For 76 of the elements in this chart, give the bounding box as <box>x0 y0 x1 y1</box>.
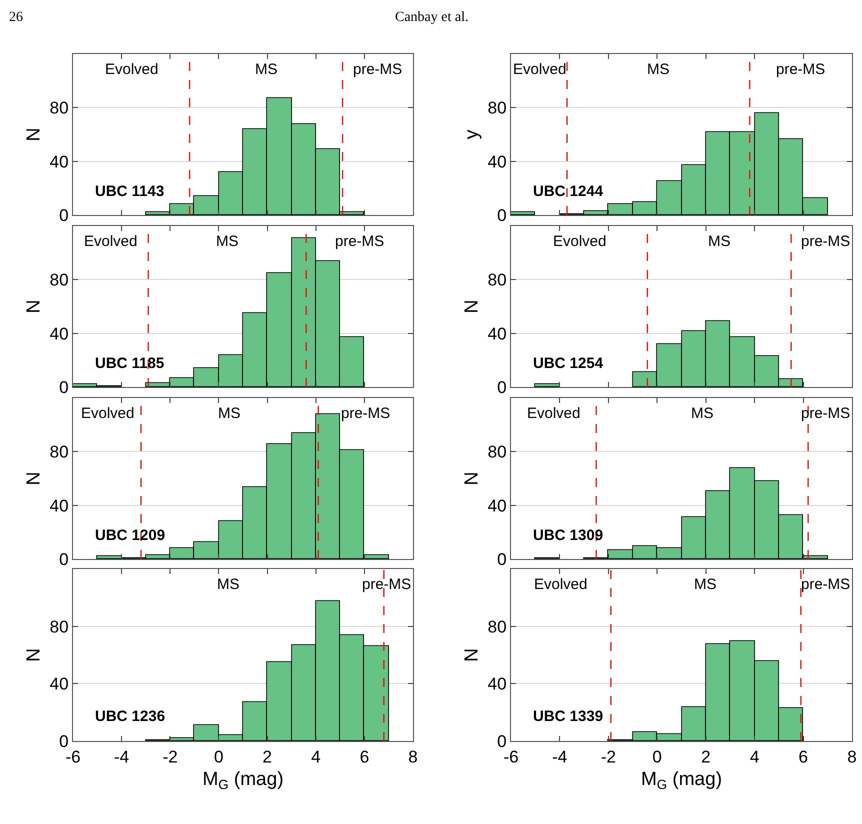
x-tick-label: -4 <box>552 747 568 766</box>
y-tick-label: 40 <box>488 152 507 172</box>
annotation: Evolved <box>527 405 580 422</box>
x-tick-label: 4 <box>750 747 760 766</box>
x-tick-label: 0 <box>652 747 662 766</box>
y-tick-label: 80 <box>50 270 69 290</box>
x-tick-label: 6 <box>360 747 370 766</box>
y-tick-label: 80 <box>488 270 507 290</box>
y-tick-label: 80 <box>488 98 507 118</box>
x-tick-label: 6 <box>798 747 808 766</box>
annotation: pre-MS <box>801 576 850 593</box>
annotation: pre-MS <box>335 233 384 250</box>
y-tick-label: 80 <box>50 617 69 636</box>
x-tick-label: -4 <box>114 747 130 766</box>
y-tick-label: 40 <box>488 674 507 694</box>
y-tick-label: 40 <box>50 496 69 516</box>
annotation: Evolved <box>105 61 158 78</box>
y-tick-label: 0 <box>497 206 507 225</box>
y-tick-label: 40 <box>50 674 69 694</box>
y-tick-label: 0 <box>497 378 507 397</box>
y-tick-label: 0 <box>59 550 69 569</box>
annotation: MS <box>216 233 238 250</box>
y-tick-label: 80 <box>488 442 507 462</box>
y-tick-label: 40 <box>488 324 507 344</box>
annotation: pre-MS <box>801 405 850 422</box>
y-axis-title: N <box>24 648 45 662</box>
text: 26 <box>9 10 23 25</box>
y-axis-title: N <box>462 648 483 662</box>
text: UBC 1339 <box>533 708 604 725</box>
annotation: Evolved <box>553 233 606 250</box>
annotation: MS <box>647 61 670 78</box>
annotation: pre-MS <box>353 61 402 78</box>
annotation: pre-MS <box>801 233 850 250</box>
y-tick-label: 80 <box>50 98 69 118</box>
text: UBC 1236 <box>95 708 166 725</box>
y-tick-label: 40 <box>50 152 69 172</box>
annotation: MS <box>218 405 240 422</box>
y-axis-title: N <box>462 472 483 486</box>
x-tick-label: 8 <box>408 747 418 766</box>
y-axis-title: N <box>462 300 483 314</box>
text: UBC 1143 <box>95 183 164 200</box>
x-tick-label: 2 <box>701 747 711 766</box>
y-tick-label: 0 <box>59 378 69 397</box>
y-tick-label: 80 <box>488 617 507 636</box>
annotation: MS <box>691 405 714 422</box>
y-axis-title: N <box>24 300 45 314</box>
annotation: Evolved <box>534 576 588 593</box>
x-axis-title: M$_{G}$ (mag) <box>640 769 722 792</box>
y-axis-title: N <box>24 128 45 142</box>
x-tick-label: 0 <box>214 747 224 766</box>
text: Canbay et al. <box>395 10 468 25</box>
x-tick-label: 4 <box>311 747 321 766</box>
y-axis-title: N <box>24 472 45 486</box>
x-tick-label: 2 <box>262 747 272 766</box>
y-tick-label: 40 <box>50 324 69 344</box>
annotation: MS <box>255 61 278 78</box>
x-tick-label: -2 <box>600 747 616 766</box>
annotation: Evolved <box>81 405 134 422</box>
x-tick-label: -2 <box>162 747 178 766</box>
x-axis-title: M$_{G}$ (mag) <box>202 769 284 792</box>
annotation: Evolved <box>513 61 566 78</box>
text: UBC 1254 <box>533 355 604 372</box>
y-tick-label: 40 <box>488 496 507 516</box>
text: UBC 1244 <box>533 183 604 200</box>
y-tick-label: 0 <box>497 550 507 569</box>
annotation: pre-MS <box>341 405 390 422</box>
annotation: Evolved <box>84 233 138 250</box>
x-tick-label: 8 <box>847 747 857 766</box>
annotation: MS <box>708 233 730 250</box>
annotation: pre-MS <box>776 61 826 78</box>
y-tick-label: 80 <box>50 442 69 462</box>
annotation: pre-MS <box>362 576 412 593</box>
y-tick-label: 0 <box>59 206 69 225</box>
annotation: MS <box>217 576 240 593</box>
annotation: MS <box>694 576 716 593</box>
y-axis-title: y <box>462 129 483 140</box>
